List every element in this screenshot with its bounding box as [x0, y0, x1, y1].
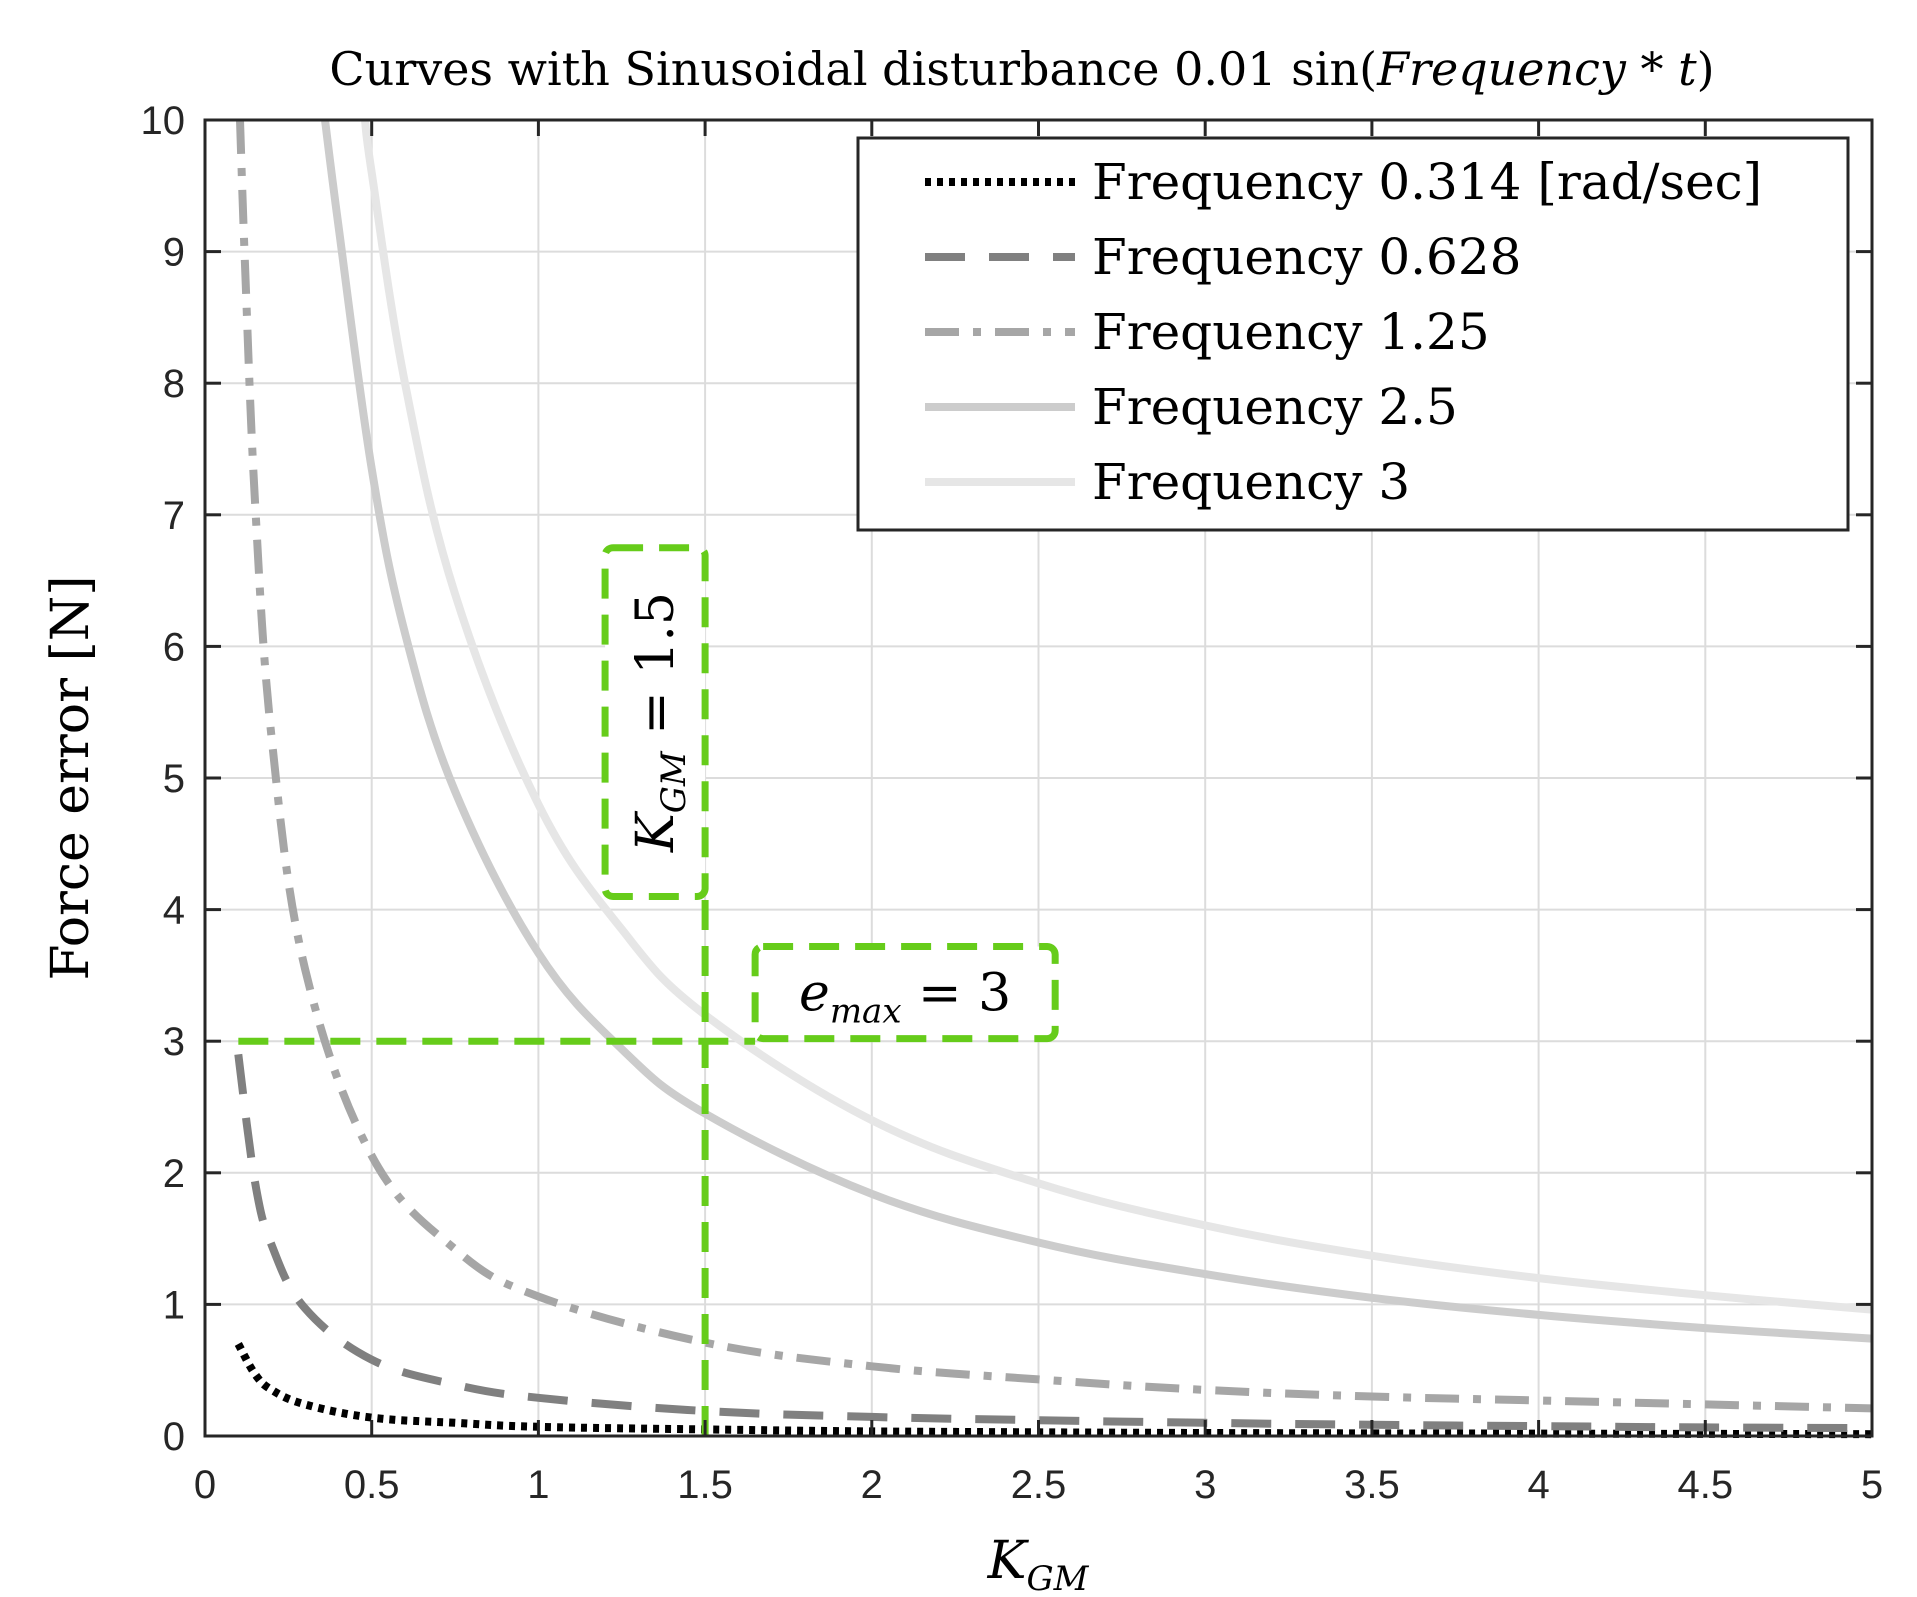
y-tick-label: 5	[163, 757, 185, 801]
chart-title: Curves with Sinusoidal disturbance 0.01 …	[329, 42, 1714, 96]
x-tick-label: 5	[1861, 1463, 1883, 1507]
annotation-box-kgm	[601, 544, 709, 900]
annotation-text-kgm: KGM = 1.5	[626, 592, 694, 853]
annotation-base-emax: e	[799, 964, 830, 1024]
annotation-box-emax	[751, 942, 1059, 1043]
annotation-rest-emax: = 3	[902, 964, 1012, 1024]
legend-label-4: Frequency 2.5	[1092, 378, 1458, 436]
x-tick-label: 3	[1194, 1463, 1216, 1507]
annotation-sub-emax: max	[830, 992, 902, 1032]
x-tick-label: 1	[527, 1463, 549, 1507]
x-tick-label: 4	[1527, 1463, 1549, 1507]
x-tick-label: 1.5	[677, 1463, 733, 1507]
annotation-text-emax: emax = 3	[799, 964, 1011, 1032]
legend-label-3: Frequency 1.25	[1092, 303, 1490, 361]
series-line-3	[236, 119, 1873, 1413]
x-tick-label: 4.5	[1677, 1463, 1733, 1507]
y-tick-label: 8	[163, 362, 185, 406]
x-tick-label: 2	[861, 1463, 883, 1507]
series-line-2	[234, 1053, 1873, 1433]
y-tick-label: 10	[141, 99, 186, 143]
y-tick-label: 4	[163, 889, 185, 933]
legend: Frequency 0.314 [rad/sec] Frequency 0.628…	[856, 136, 1850, 532]
y-tick-label: 1	[163, 1283, 185, 1327]
annotation-base-kgm: K	[626, 810, 686, 853]
legend-label-2: Frequency 0.628	[1092, 228, 1521, 286]
y-tick-label: 9	[163, 231, 185, 275]
legend-label-1: Frequency 0.314 [rad/sec]	[1092, 153, 1762, 211]
annotation-sub-kgm: GM	[654, 750, 694, 813]
y-axis-label: Force error [N]	[41, 575, 101, 980]
series-line-4	[321, 119, 1873, 1343]
reference-lines	[238, 896, 756, 1436]
x-tick-label: 3.5	[1344, 1463, 1400, 1507]
annotations: KGM = 1.5 emax = 3	[601, 544, 1059, 1043]
y-tick-label: 6	[163, 625, 185, 669]
y-tick-label: 3	[163, 1020, 185, 1064]
title-prefix: Curves with Sinusoidal disturbance 0.01 …	[329, 42, 1377, 96]
title-t: t	[1678, 42, 1697, 96]
x-label-sub: GM	[1026, 1559, 1089, 1597]
title-op: *	[1626, 42, 1678, 96]
title-var: Frequency	[1376, 42, 1627, 96]
annotation-rest-kgm: = 1.5	[626, 592, 686, 751]
x-label-base: K	[987, 1531, 1030, 1591]
x-axis-label: KGM	[987, 1531, 1090, 1597]
ticks: 0 0.5 1 1.5 2 2.5 3 3.5 4 4.5 5 0 1 2 3 4 5 6 7 8 9 10	[141, 99, 1884, 1507]
y-tick-label: 7	[163, 494, 185, 538]
series-line-5	[361, 119, 1873, 1314]
x-tick-label: 0.5	[344, 1463, 400, 1507]
x-tick-label: 0	[194, 1463, 216, 1507]
series-group	[234, 119, 1873, 1439]
title-suffix: )	[1697, 42, 1715, 96]
x-tick-label: 2.5	[1011, 1463, 1067, 1507]
y-tick-label: 2	[163, 1152, 185, 1196]
legend-label-5: Frequency 3	[1092, 453, 1410, 511]
y-tick-label: 0	[163, 1415, 185, 1459]
